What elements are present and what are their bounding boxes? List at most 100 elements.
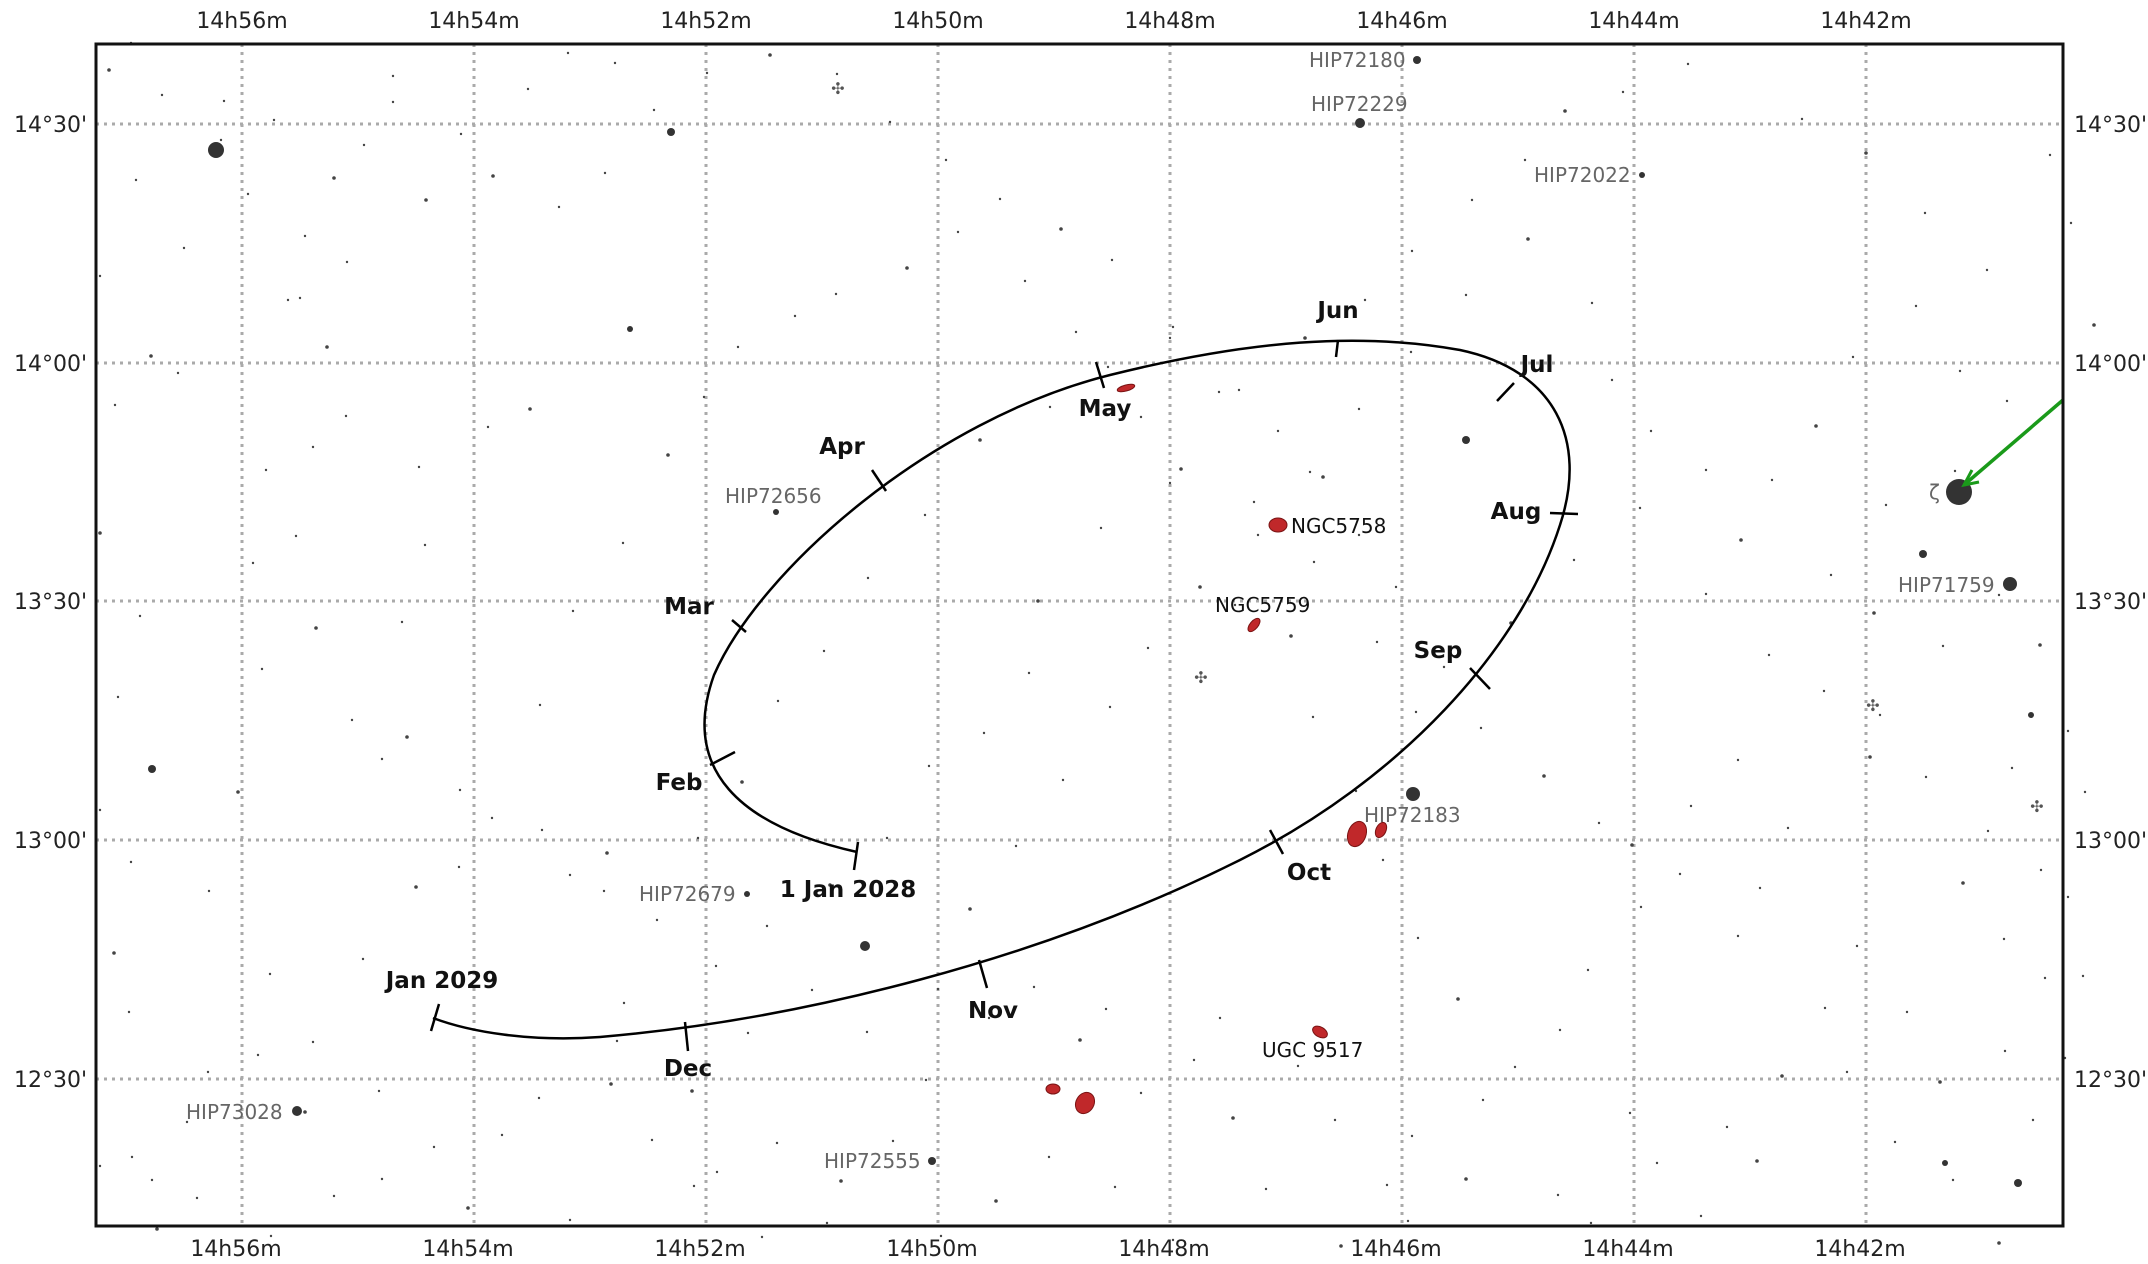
star-unnamed	[208, 142, 224, 158]
star-hip72183[interactable]	[1406, 787, 1420, 801]
path-label-nov: Nov	[968, 998, 1018, 1024]
field-star	[500, 1133, 504, 1137]
star-hip72229[interactable]	[1355, 118, 1365, 128]
path-tick-jan-2028	[852, 841, 860, 871]
star-hip72656[interactable]	[773, 509, 779, 515]
field-star	[176, 371, 180, 375]
field-star	[1855, 944, 1859, 948]
ra-label-top: 14h42m	[1820, 9, 1911, 34]
field-star	[1139, 1091, 1143, 1095]
star-hip73028[interactable]	[292, 1106, 302, 1116]
path-label-jun: Jun	[1315, 298, 1358, 324]
field-star	[344, 414, 348, 418]
field-star	[1481, 1098, 1485, 1102]
path-tick-apr	[870, 469, 888, 492]
star-hip72180[interactable]	[1413, 56, 1421, 64]
dec-label-left: 12°30'	[14, 1068, 87, 1093]
field-star	[1381, 858, 1385, 862]
dec-label-right: 14°00'	[2074, 352, 2147, 377]
galaxy-large-south[interactable]	[1072, 1089, 1099, 1117]
field-star	[1231, 1116, 1235, 1120]
star-hip71759[interactable]	[2003, 577, 2017, 591]
field-star	[1872, 611, 1876, 615]
field-star	[311, 445, 315, 449]
star-unnamed	[1462, 436, 1470, 444]
galaxy-ngc5759[interactable]	[1246, 616, 1262, 633]
ra-label-top: 14h44m	[1588, 9, 1679, 34]
field-star	[149, 354, 153, 358]
field-star	[715, 1170, 719, 1174]
field-star	[1192, 1058, 1196, 1062]
galaxy-ugc9517[interactable]	[1311, 1024, 1330, 1041]
motion-arrow-head	[1961, 469, 1980, 488]
field-star	[1523, 158, 1527, 162]
field-star	[138, 614, 142, 618]
field-star	[466, 1206, 470, 1210]
dec-axis-left: 14°30' 14°00' 13°30' 13°00' 12°30'	[14, 113, 87, 1093]
field-star	[1923, 211, 1927, 215]
field-star	[391, 100, 395, 104]
field-star	[822, 649, 826, 653]
field-star	[2069, 221, 2073, 225]
field-star	[1800, 117, 1804, 121]
field-star	[956, 230, 960, 234]
star-hip72022[interactable]	[1639, 172, 1645, 178]
field-star	[2092, 323, 2096, 327]
star-unnamed	[148, 765, 156, 773]
field-star	[692, 1184, 696, 1188]
field-star	[222, 99, 226, 103]
star-hip72555[interactable]	[928, 1157, 936, 1165]
field-star	[825, 1221, 829, 1225]
galaxy-small-south[interactable]	[1045, 1083, 1061, 1095]
path-tick-jun	[1334, 339, 1340, 358]
field-star	[696, 836, 700, 840]
field-star	[566, 51, 570, 55]
star-unnamed	[627, 326, 633, 332]
dec-label-left: 13°00'	[14, 829, 87, 854]
field-star	[2031, 1118, 2035, 1122]
path-tick-mar	[731, 619, 747, 633]
field-star	[765, 924, 769, 928]
field-star	[1375, 640, 1379, 644]
ra-label-top: 14h46m	[1356, 9, 1447, 34]
field-star	[810, 988, 814, 992]
field-star	[1139, 415, 1143, 419]
galaxy-ngc5758[interactable]	[1268, 517, 1288, 533]
field-star	[1414, 710, 1418, 714]
field-star	[702, 395, 706, 399]
galaxy-near-may[interactable]	[1116, 383, 1136, 393]
field-star	[1217, 390, 1221, 394]
field-star	[1884, 503, 1888, 507]
field-star	[127, 1010, 131, 1014]
field-star	[1823, 1006, 1827, 1010]
dec-label-right: 12°30'	[2074, 1068, 2147, 1093]
field-star	[98, 274, 102, 278]
field-star	[2043, 976, 2047, 980]
field-star	[1572, 558, 1576, 562]
field-star	[666, 453, 670, 457]
field-star	[1032, 985, 1036, 989]
path-tick-aug	[1549, 511, 1579, 516]
path-label-sep: Sep	[1414, 638, 1463, 664]
galaxy-small-oct[interactable]	[1373, 821, 1389, 840]
field-star	[417, 465, 421, 469]
ra-label-bottom: 14h48m	[1118, 1237, 1209, 1262]
field-star	[1678, 872, 1682, 876]
field-star	[1941, 644, 1945, 648]
field-star	[1357, 407, 1361, 411]
path-label-jan-2029: Jan 2029	[384, 968, 498, 994]
field-star	[1464, 1177, 1468, 1181]
field-star	[1078, 1038, 1082, 1042]
star-hip72679[interactable]	[744, 891, 750, 897]
field-star	[150, 1178, 154, 1182]
field-star	[571, 609, 575, 613]
ra-label-top: 14h56m	[196, 9, 287, 34]
field-star	[1106, 365, 1110, 369]
field-star	[1113, 1185, 1117, 1189]
galaxy-large-oct[interactable]	[1344, 819, 1370, 850]
field-star	[1333, 1118, 1337, 1122]
field-star	[609, 1082, 613, 1086]
field-star	[526, 87, 530, 91]
field-star	[1868, 755, 1872, 759]
